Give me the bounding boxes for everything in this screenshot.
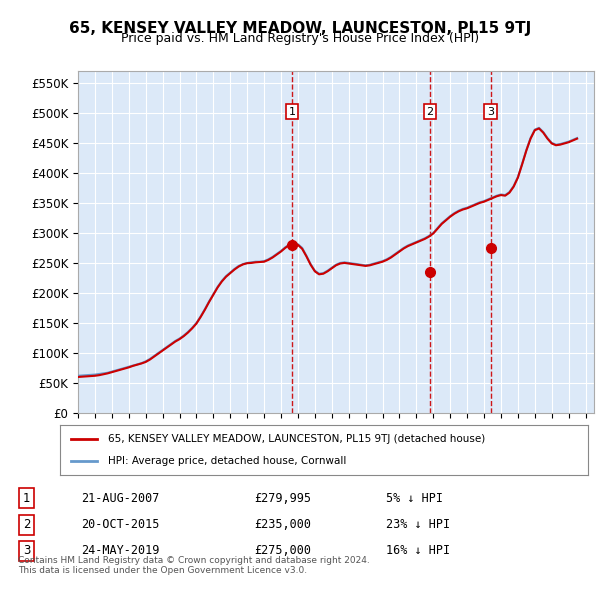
Text: 20-OCT-2015: 20-OCT-2015 [81,518,160,531]
Text: 1: 1 [289,107,295,117]
Text: 1: 1 [23,492,30,505]
Text: 21-AUG-2007: 21-AUG-2007 [81,492,160,505]
Text: 65, KENSEY VALLEY MEADOW, LAUNCESTON, PL15 9TJ (detached house): 65, KENSEY VALLEY MEADOW, LAUNCESTON, PL… [107,434,485,444]
Text: £275,000: £275,000 [254,545,311,558]
Text: 23% ↓ HPI: 23% ↓ HPI [386,518,451,531]
Text: 5% ↓ HPI: 5% ↓ HPI [386,492,443,505]
Text: HPI: Average price, detached house, Cornwall: HPI: Average price, detached house, Corn… [107,456,346,466]
Text: 3: 3 [487,107,494,117]
Text: £279,995: £279,995 [254,492,311,505]
Text: 2: 2 [23,518,30,531]
Text: Price paid vs. HM Land Registry's House Price Index (HPI): Price paid vs. HM Land Registry's House … [121,32,479,45]
Text: 3: 3 [23,545,30,558]
Text: 2: 2 [427,107,433,117]
Text: 65, KENSEY VALLEY MEADOW, LAUNCESTON, PL15 9TJ: 65, KENSEY VALLEY MEADOW, LAUNCESTON, PL… [69,21,531,35]
Text: 24-MAY-2019: 24-MAY-2019 [81,545,160,558]
Text: 16% ↓ HPI: 16% ↓ HPI [386,545,451,558]
Text: Contains HM Land Registry data © Crown copyright and database right 2024.
This d: Contains HM Land Registry data © Crown c… [18,556,370,575]
Text: £235,000: £235,000 [254,518,311,531]
